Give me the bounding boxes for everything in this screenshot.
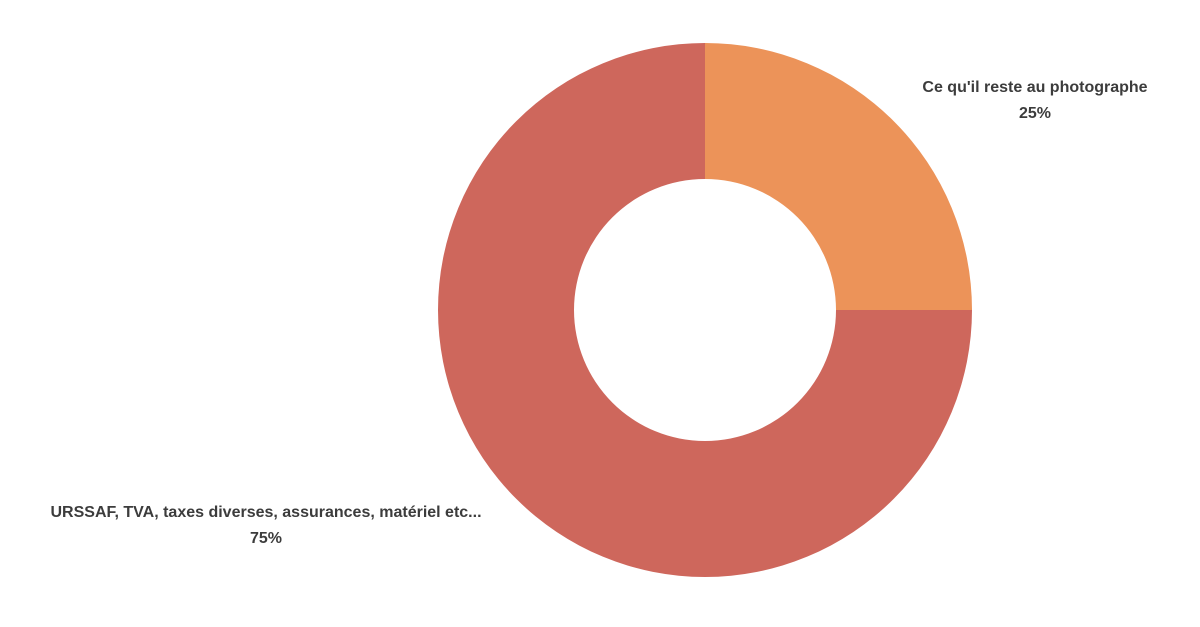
slice-percentage: 75% bbox=[249, 530, 283, 547]
slice-label-charges: URSSAF, TVA, taxes diverses, assurances,… bbox=[16, 500, 516, 552]
slice-label-text: URSSAF, TVA, taxes diverses, assurances,… bbox=[50, 504, 482, 521]
slice-label-text: Ce qu'il reste au photographe bbox=[922, 79, 1148, 96]
donut-slice-0 bbox=[705, 43, 972, 310]
donut-slice-1 bbox=[438, 43, 972, 577]
slice-percentage: 25% bbox=[1018, 105, 1052, 122]
slice-label-photographe: Ce qu'il reste au photographe 25% bbox=[904, 75, 1166, 127]
